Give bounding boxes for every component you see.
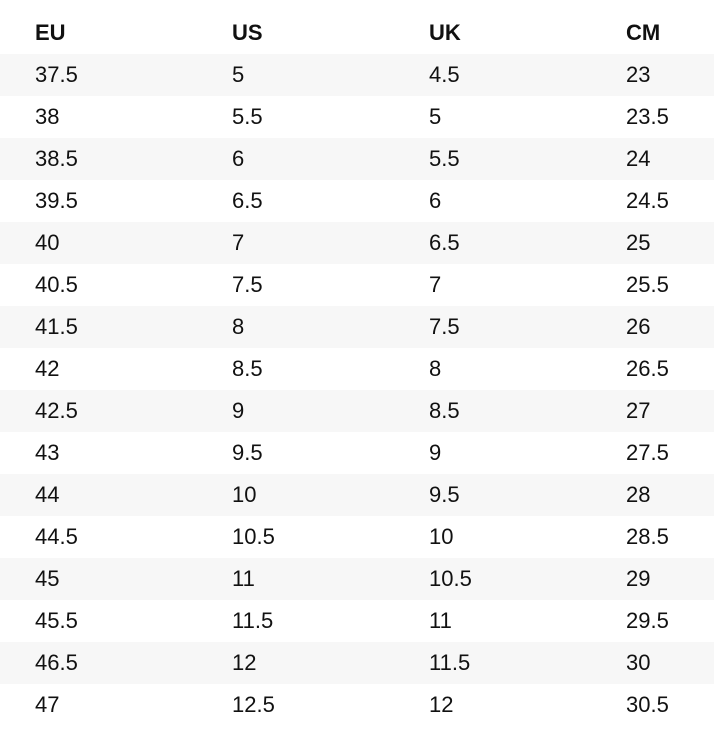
table-cell: 30 [626, 650, 651, 675]
table-row: 46.5 12 11.5 30 [0, 642, 714, 684]
table-cell: 9 [429, 440, 442, 465]
table-cell: 38 [35, 104, 60, 129]
table-cell: 45 [35, 566, 60, 591]
table-cell: 43 [35, 440, 60, 465]
table-row: 38 5.5 5 23.5 [0, 96, 714, 138]
table-cell: 39.5 [35, 188, 78, 213]
table-cell: 5 [232, 62, 245, 87]
table-cell: 8 [232, 314, 245, 339]
table-cell: 7 [429, 272, 442, 297]
table-cell: 12 [429, 692, 454, 717]
table-cell: 47 [35, 692, 60, 717]
table-cell: 23.5 [626, 104, 669, 129]
table-cell: 42 [35, 356, 60, 381]
table-row: 41.5 8 7.5 26 [0, 306, 714, 348]
table-cell: 4.5 [429, 62, 460, 87]
table-cell: 37.5 [35, 62, 78, 87]
header-cell: US [232, 20, 263, 45]
table-row: 44.5 10.5 10 28.5 [0, 516, 714, 558]
table-cell: 11.5 [429, 650, 471, 675]
table-cell: 7 [232, 230, 245, 255]
table-row: 38.5 6 5.5 24 [0, 138, 714, 180]
table-cell: 10 [429, 524, 454, 549]
table-cell: 10 [232, 482, 257, 507]
table-cell: 9.5 [429, 482, 460, 507]
table-cell: 24.5 [626, 188, 669, 213]
table-row: 37.5 5 4.5 23 [0, 54, 714, 96]
table-cell: 23 [626, 62, 651, 87]
table-cell: 5 [429, 104, 442, 129]
table-cell: 6.5 [429, 230, 460, 255]
table-cell: 8 [429, 356, 442, 381]
table-row: 42.5 9 8.5 27 [0, 390, 714, 432]
table-cell: 11 [429, 608, 452, 633]
table-cell: 9.5 [232, 440, 263, 465]
header-cell: EU [35, 20, 66, 45]
header-row: EU US UK CM [0, 12, 714, 54]
table-row: 39.5 6.5 6 24.5 [0, 180, 714, 222]
table-cell: 10.5 [232, 524, 275, 549]
table-row: 44 10 9.5 28 [0, 474, 714, 516]
table-cell: 40.5 [35, 272, 78, 297]
table-cell: 44.5 [35, 524, 78, 549]
table-cell: 38.5 [35, 146, 78, 171]
table-cell: 44 [35, 482, 60, 507]
table-cell: 24 [626, 146, 651, 171]
table-cell: 30.5 [626, 692, 669, 717]
table-row: 40 7 6.5 25 [0, 222, 714, 264]
table-cell: 5.5 [232, 104, 263, 129]
table-cell: 42.5 [35, 398, 78, 423]
table-cell: 26.5 [626, 356, 669, 381]
header-cell: UK [429, 20, 461, 45]
table-row: 47 12.5 12 30.5 [0, 684, 714, 726]
table-cell: 10.5 [429, 566, 472, 591]
table-cell: 28 [626, 482, 651, 507]
table-cell: 28.5 [626, 524, 669, 549]
table-cell: 7.5 [429, 314, 460, 339]
table-cell: 11 [232, 566, 255, 591]
table-row: 45.5 11.5 11 29.5 [0, 600, 714, 642]
table-cell: 46.5 [35, 650, 78, 675]
table-cell: 25 [626, 230, 651, 255]
table-cell: 11.5 [232, 608, 274, 633]
table-cell: 6 [429, 188, 442, 213]
table-cell: 9 [232, 398, 245, 423]
table-row: 45 11 10.5 29 [0, 558, 714, 600]
table-cell: 8.5 [232, 356, 263, 381]
table-cell: 27 [626, 398, 651, 423]
table-cell: 12 [232, 650, 257, 675]
table-cell: 8.5 [429, 398, 460, 423]
table-cell: 45.5 [35, 608, 78, 633]
table-cell: 41.5 [35, 314, 78, 339]
table-cell: 7.5 [232, 272, 263, 297]
table-row: 40.5 7.5 7 25.5 [0, 264, 714, 306]
table-cell: 6.5 [232, 188, 263, 213]
table-cell: 29.5 [626, 608, 669, 633]
table-cell: 40 [35, 230, 60, 255]
table-row: 42 8.5 8 26.5 [0, 348, 714, 390]
table-cell: 5.5 [429, 146, 460, 171]
table-cell: 12.5 [232, 692, 275, 717]
table-cell: 26 [626, 314, 651, 339]
table-cell: 27.5 [626, 440, 669, 465]
table-cell: 25.5 [626, 272, 669, 297]
header-cell: CM [626, 20, 661, 45]
table-cell: 29 [626, 566, 651, 591]
table-cell: 6 [232, 146, 245, 171]
table-row: 43 9.5 9 27.5 [0, 432, 714, 474]
